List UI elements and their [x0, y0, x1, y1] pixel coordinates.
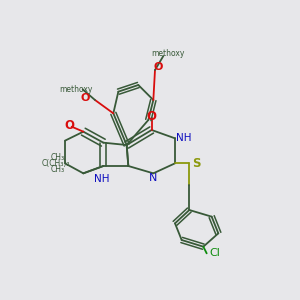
Text: methoxy: methoxy: [151, 49, 184, 58]
Text: O: O: [64, 119, 74, 132]
Text: NH: NH: [176, 133, 191, 143]
Text: methoxy: methoxy: [59, 85, 93, 94]
Text: O: O: [147, 110, 157, 123]
Text: O: O: [153, 62, 163, 72]
Text: N: N: [149, 173, 158, 183]
Text: S: S: [192, 157, 200, 170]
Text: Cl: Cl: [210, 248, 220, 258]
Text: C(CH₃)₂: C(CH₃)₂: [41, 159, 70, 168]
Text: CH₃: CH₃: [50, 153, 64, 162]
Text: NH: NH: [94, 175, 110, 184]
Text: CH₃: CH₃: [50, 165, 64, 174]
Text: O: O: [81, 94, 90, 103]
